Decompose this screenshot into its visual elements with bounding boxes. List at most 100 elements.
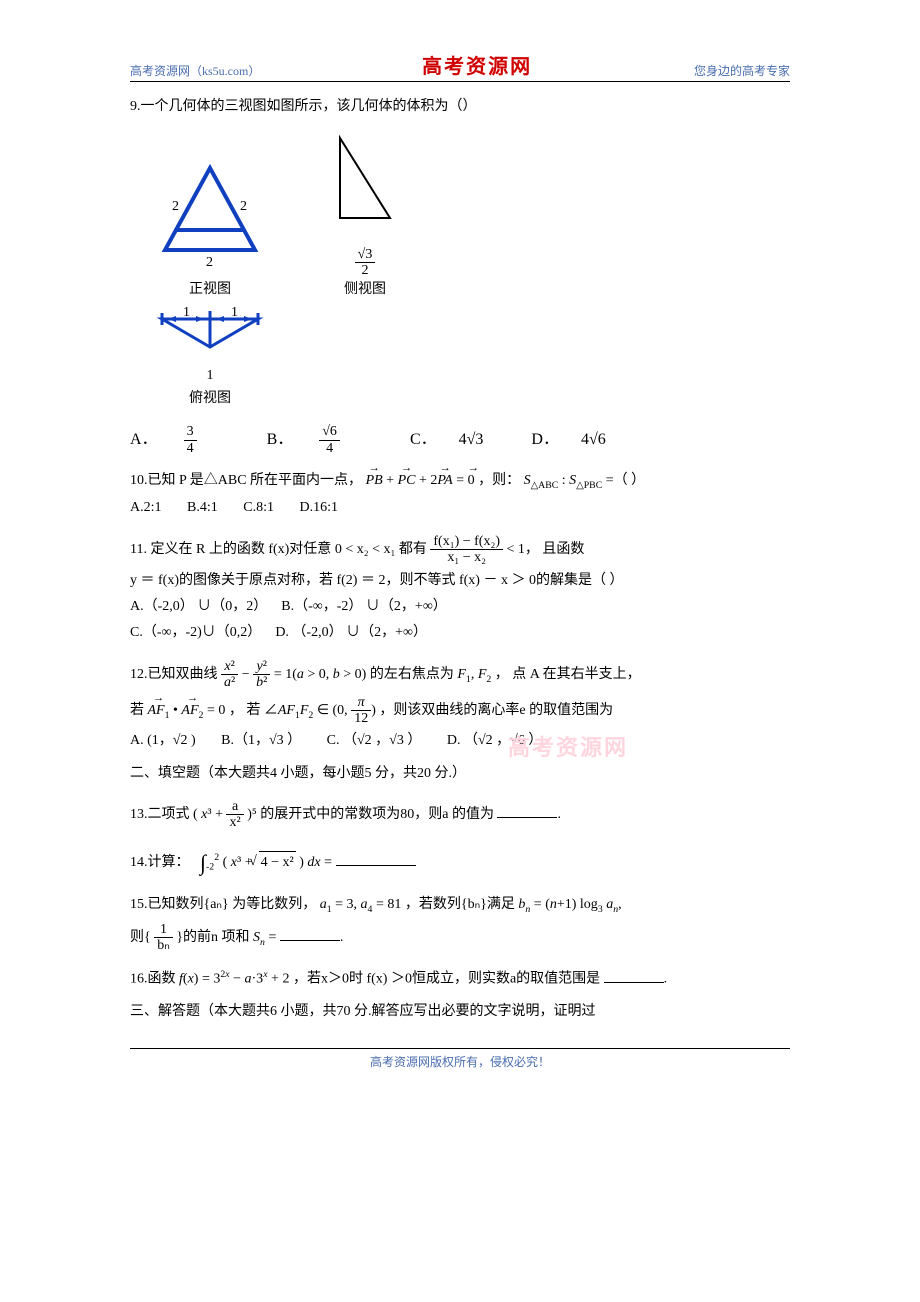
q9-top-base: 1 (150, 365, 270, 387)
q15-l2a: 则{ (130, 930, 151, 945)
question-14: 14.计算： ∫-22 ( x³ + 4 − x² ) dx = (130, 845, 790, 880)
q11-fden: x₁ − x₂ (430, 550, 503, 565)
q11-opts-cd: C.（-∞，-2)∪（0,2） D. （-2,0） ∪（2，+∞） (130, 622, 790, 644)
q12-options: A. (1，√2 ) B.（1，√3 ） C. （√2 ，√3 ） D. （√2… (130, 730, 790, 752)
q9-side-svg (320, 128, 410, 238)
q11-opt-d: D. （-2,0） ∪（2，+∞） (275, 625, 427, 640)
q12-l2b: ， 若 (229, 703, 261, 718)
question-11: 11. 定义在 R 上的函数 f(x)对任意 0 < x₂ < x₁ 都有 f(… (130, 534, 790, 645)
q12-opt-d: D. （√2 ，√6 ） (447, 733, 542, 748)
q15-line2: 则{ 1bₙ }的前n 项和 Sn = . (130, 922, 790, 954)
q9-opt-b: B． √64 (267, 431, 388, 448)
q9-c-val: 4√3 (459, 431, 484, 448)
q9-side-view: √32 侧视图 (320, 128, 410, 301)
q12-opt-c: C. （√2 ，√3 ） (327, 733, 422, 748)
q12-l1c: ， 点 A 在其右半支上， (495, 667, 641, 682)
q12-line2: 若 AF1 • AF2 = 0 ， 若 ∠AF1F2 ∈ (0, π12) ，则… (130, 695, 790, 727)
q12-l1a: 12.已知双曲线 (130, 667, 218, 682)
q9-side-num: √3 (355, 247, 376, 263)
q9-front-right-label: 2 (240, 199, 247, 214)
q16-blank (604, 968, 664, 983)
q9-front-caption: 正视图 (150, 279, 270, 301)
q11-opts-ab: A.（-2,0） ∪（0，2） B.（-∞，-2） ∪（2，+∞） (130, 596, 790, 618)
q9-opt-c: C．4√3 (410, 431, 509, 448)
q12-xa-den: a² (221, 675, 238, 690)
q9-d-val: 4√6 (581, 431, 606, 448)
q9-front-view: 2 2 2 正视图 (150, 160, 270, 301)
q12-opt-a: A. (1，√2 ) (130, 733, 196, 748)
q13-fden: x² (226, 815, 243, 830)
q11-opt-c: C.（-∞，-2)∪（0,2） (130, 625, 261, 640)
q10-vec-pb: PB (366, 470, 383, 492)
question-13: 13.二项式 ( x³ + ax² )⁵ 的展开式中的常数项为80，则a 的值为… (130, 799, 790, 831)
q10-opt-a: A.2:1 (130, 500, 162, 515)
q15-inv-num: 1 (154, 922, 173, 938)
q9-top-1a: 1 (183, 307, 190, 320)
header-right: 您身边的高考专家 (694, 62, 790, 79)
q9-a-den: 4 (184, 441, 197, 456)
question-9: 9.一个几何体的三视图如图所示，该几何体的体积为（） 2 2 2 正视图 (130, 96, 790, 456)
q12-yb-num: y² (253, 659, 270, 675)
q10-vec-pc: PC (398, 470, 416, 492)
content: 9.一个几何体的三视图如图所示，该几何体的体积为（） 2 2 2 正视图 (130, 96, 790, 1024)
q13-fnum: a (226, 799, 243, 815)
question-16: 16.函数 f(x) = 32x − a·3x + 2 ，若x＞0时 f(x) … (130, 967, 790, 991)
q9-top-svg: 1 1 (150, 307, 270, 357)
q12-xa-num: x² (221, 659, 238, 675)
q9-b-den: 4 (319, 441, 340, 456)
header-left: 高考资源网（ks5u.com） (130, 62, 260, 79)
q9-top-view: 1 1 1 俯视图 (150, 307, 270, 410)
vec-af2: AF2 (181, 700, 203, 723)
q9-front-left-label: 2 (172, 199, 179, 214)
q11-opt-b: B.（-∞，-2） ∪（2，+∞） (281, 599, 447, 614)
q12-pi-num: π (351, 695, 371, 711)
q9-b-num: √6 (319, 424, 340, 440)
q15-inv-den: bₙ (154, 938, 173, 953)
q15-line1: 15.已知数列{aₙ} 为等比数列， a1 = 3, a4 = 81 ，若数列{… (130, 894, 790, 917)
q12-line1: 12.已知双曲线 x²a² − y²b² = 1(a > 0, b > 0) 的… (130, 659, 790, 691)
section-2-heading: 二、填空题（本大题共4 小题，每小题5 分，共20 分.） (130, 763, 790, 785)
q9-b-pre: B． (267, 431, 294, 448)
q9-opt-a: A． 34 (130, 431, 245, 448)
q15-l2b: }的前n 项和 (176, 930, 249, 945)
q12-l1b: 的左右焦点为 (370, 667, 454, 682)
q9-side-base-frac: √32 (320, 247, 410, 279)
q9-a-num: 3 (184, 424, 197, 440)
q10-line1: 10.已知 P 是△ABC 所在平面内一点， PB + PC + 2PA = 0… (130, 470, 790, 493)
section-3-heading: 三、解答题（本大题共6 小题，共70 分.解答应写出必要的文字说明，证明过 (130, 1001, 790, 1023)
q11-line2: y ＝ f(x)的图像关于原点对称，若 f(2) ＝ 2，则不等式 f(x) －… (130, 570, 790, 592)
q11-cond: 0 < x₂ < x₁ (335, 542, 396, 557)
q10-stem-b: ，则： (478, 473, 520, 488)
q10-vec-zero: 0 (468, 470, 475, 492)
q9-side-den: 2 (355, 263, 376, 278)
q14-a: 14.计算： (130, 855, 190, 870)
q11-fnum: f(x₁) − f(x₂) (430, 534, 503, 550)
q10-options: A.2:1 B.4:1 C.8:1 D.16:1 (130, 497, 790, 519)
q9-d-pre: D． (531, 431, 559, 448)
header-brand: 高考资源网 (422, 50, 532, 79)
q9-diagrams: 2 2 2 正视图 √32 侧视图 (150, 128, 790, 301)
vec-af1: AF1 (148, 700, 170, 723)
q11-l1a: 11. 定义在 R 上的函数 f(x)对任意 (130, 542, 331, 557)
q9-options: A． 34 B． √64 C．4√3 D．4√6 (130, 424, 790, 456)
q9-stem: 9.一个几何体的三视图如图所示，该几何体的体积为（） (130, 96, 790, 118)
q11-lt1: < 1， 且函数 (507, 542, 585, 557)
q12-opt-b: B.（1，√3 ） (221, 733, 301, 748)
q11-l1b: 都有 (399, 542, 427, 557)
q9-top-1b: 1 (231, 307, 238, 320)
q13-b: 的展开式中的常数项为80，则a 的值为 (260, 807, 494, 822)
q9-top-caption: 俯视图 (150, 388, 270, 410)
page: 高考资源网（ks5u.com） 高考资源网 您身边的高考专家 9.一个几何体的三… (0, 0, 920, 1100)
q15-l1b: ，若数列{bₙ}满足 (405, 897, 515, 912)
q12-l2a: 若 (130, 703, 144, 718)
q15-l1a: 15.已知数列{aₙ} 为等比数列， (130, 897, 316, 912)
q10-opt-d: D.16:1 (299, 500, 338, 515)
page-header: 高考资源网（ks5u.com） 高考资源网 您身边的高考专家 (130, 50, 790, 82)
q12-yb-den: b² (253, 675, 270, 690)
q9-side-caption: 侧视图 (320, 279, 410, 301)
q13-a: 13.二项式 (130, 807, 190, 822)
q9-opt-d: D． 4√6 (531, 431, 627, 448)
q9-front-svg: 2 2 2 (150, 160, 270, 270)
q12-pi-den: 12 (351, 711, 371, 726)
q16-b: ，若x＞0时 f(x) ＞0恒成立，则实数a的取值范围是 (293, 972, 600, 987)
